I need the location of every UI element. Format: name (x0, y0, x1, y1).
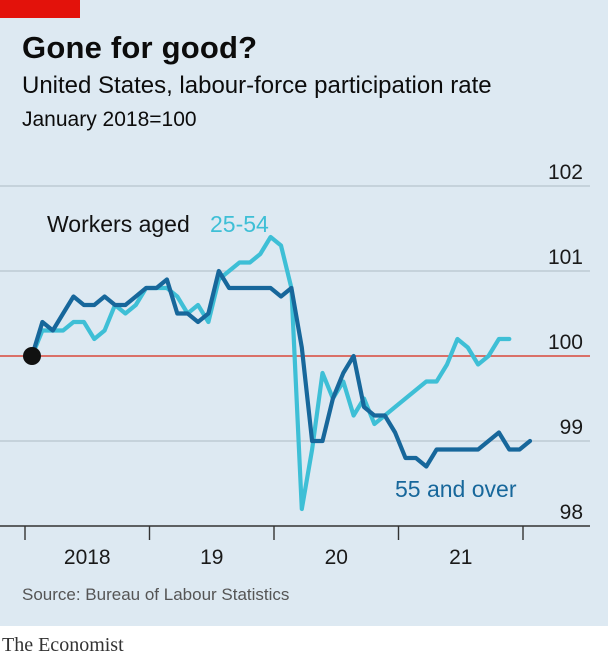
chart-panel (0, 0, 608, 626)
y-tick-label: 101 (548, 246, 583, 269)
y-tick-label: 102 (548, 161, 583, 184)
chart-unit: January 2018=100 (22, 108, 197, 131)
series-line-55-and-over (29, 268, 533, 469)
x-tick-label: 21 (449, 546, 472, 569)
brand-tag (0, 0, 80, 18)
y-tick-label: 98 (560, 501, 583, 524)
line-chart: 98 99 100 101 102 2018 19 20 21 Workers aged 25-54… (0, 161, 590, 569)
chart-title: Gone for good? (22, 30, 258, 65)
series-line-25-54 (29, 234, 512, 512)
chart-subtitle: United States, labour-force participatio… (22, 72, 492, 99)
x-tick-label: 19 (200, 546, 223, 569)
series-label-55-and-over: 55 and over (395, 476, 517, 502)
legend-label: Workers aged (47, 211, 190, 237)
y-tick-label: 100 (548, 331, 583, 354)
y-tick-label: 99 (560, 416, 583, 439)
x-tick-label: 2018 (64, 546, 111, 569)
series-label-25-54: 25-54 (210, 211, 269, 237)
start-point-marker (23, 347, 41, 365)
x-tick-label: 20 (325, 546, 348, 569)
source-note: Source: Bureau of Labour Statistics (22, 585, 290, 604)
publisher-logo: The Economist (2, 634, 124, 656)
